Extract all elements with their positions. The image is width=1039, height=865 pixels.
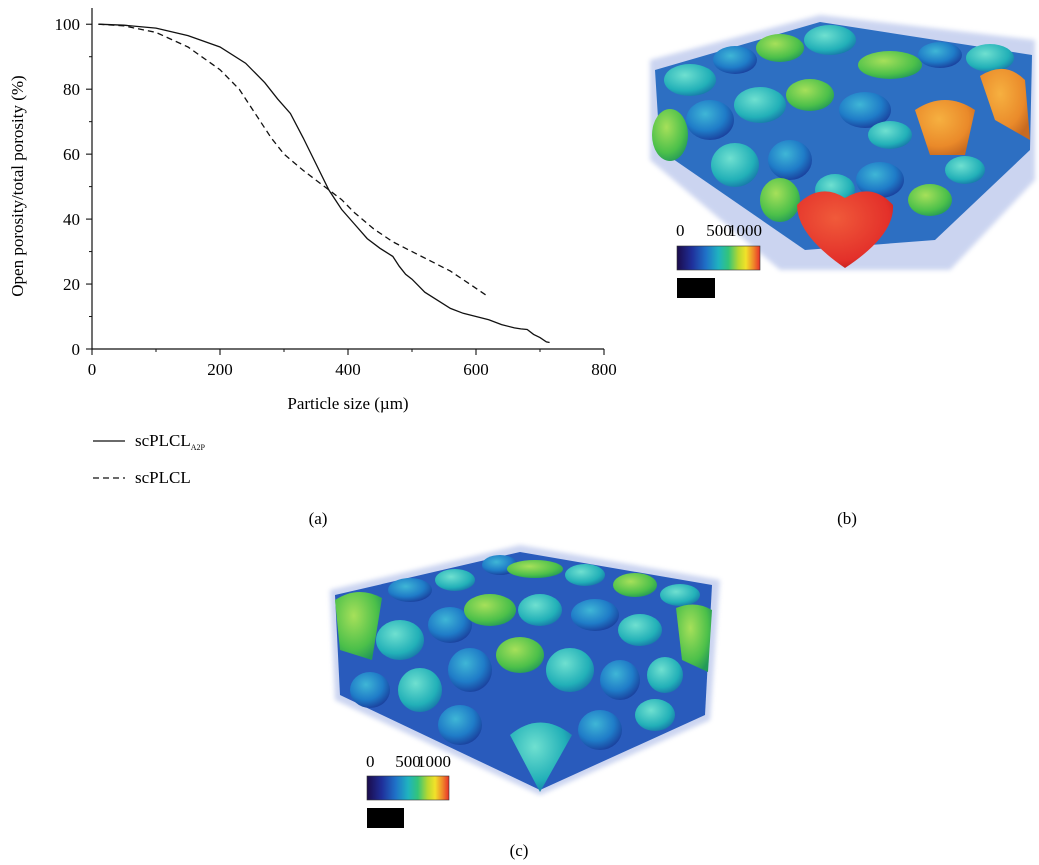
colorbar-b: 0 500 1000 — [676, 221, 762, 298]
chart-axes: 0 200 400 600 800 0 20 40 60 80 100 — [55, 8, 617, 379]
x-tick-label: 800 — [591, 360, 617, 379]
legend-label-dashed: scPLCL — [135, 468, 191, 487]
x-tick-label: 200 — [207, 360, 233, 379]
y-tick-label: 0 — [72, 340, 81, 359]
colorbar-b-tick-500: 500 — [706, 221, 732, 240]
panel-label-a: (a) — [309, 509, 328, 528]
y-tick-label: 60 — [63, 145, 80, 164]
legend-label-solid: scPLCLA2P — [135, 431, 206, 452]
colorbar-c-tick-0: 0 — [366, 752, 375, 771]
x-tick-label: 400 — [335, 360, 361, 379]
colorbar-b-gradient — [676, 245, 761, 271]
y-axis-label: Open porosity/total porosity (%) — [8, 75, 27, 296]
scale-bar-b — [677, 278, 715, 298]
series-line-scplcl — [98, 23, 490, 298]
colorbar-c-gradient — [366, 775, 450, 801]
x-axis-label: Particle size (µm) — [287, 394, 408, 413]
scaffold-render-c: 0 500 1000 (c) — [330, 545, 720, 860]
colorbar-c: 0 500 1000 — [366, 752, 451, 828]
scale-bar-c — [367, 808, 404, 828]
y-tick-label: 20 — [63, 275, 80, 294]
series-line-scplcl-a2p — [98, 23, 550, 344]
y-tick-label: 80 — [63, 80, 80, 99]
y-tick-label: 100 — [55, 15, 81, 34]
pore-blobs-b — [652, 25, 1030, 268]
colorbar-b-tick-0: 0 — [676, 221, 685, 240]
x-tick-label: 600 — [463, 360, 489, 379]
porosity-chart: 0 200 400 600 800 0 20 40 60 80 100 Particle size … — [8, 8, 617, 528]
scaffold-render-b: 0 500 1000 (b) — [650, 15, 1035, 528]
pore-blobs-c — [335, 555, 712, 792]
colorbar-c-tick-1000: 1000 — [417, 752, 451, 771]
chart-legend: scPLCLA2P scPLCL — [93, 431, 206, 487]
colorbar-b-tick-1000: 1000 — [728, 221, 762, 240]
colorbar-c-tick-500: 500 — [395, 752, 421, 771]
series-layer — [98, 23, 550, 344]
panel-label-b: (b) — [837, 509, 857, 528]
y-tick-label: 40 — [63, 210, 80, 229]
panel-label-c: (c) — [510, 841, 529, 860]
x-tick-label: 0 — [88, 360, 97, 379]
